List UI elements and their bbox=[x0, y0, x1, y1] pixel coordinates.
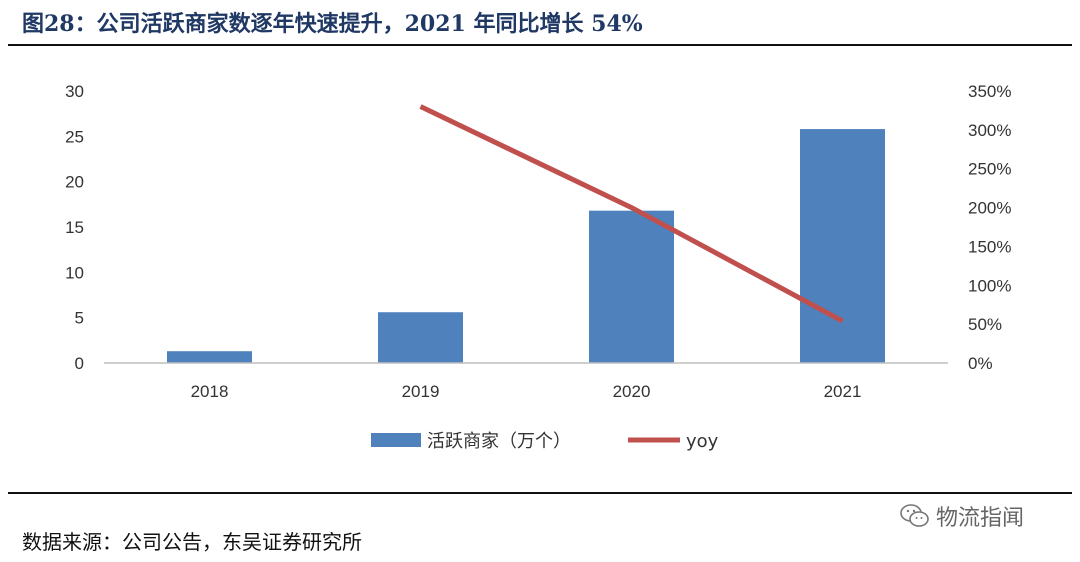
watermark-text: 物流指闻 bbox=[936, 506, 1025, 531]
x-axis-tick-label: 2021 bbox=[824, 382, 862, 401]
left-axis-tick-label: 5 bbox=[75, 309, 84, 328]
right-axis-tick-label: 200% bbox=[968, 199, 1011, 218]
x-axis-ticks: 2018 2019 2020 2021 bbox=[191, 382, 862, 401]
top-rule bbox=[8, 44, 1072, 46]
right-axis-tick-label: 0% bbox=[968, 354, 993, 373]
legend: 活跃商家（万个） yoy bbox=[371, 431, 719, 452]
watermark: 物流指闻 bbox=[900, 500, 1024, 532]
right-axis-tick-label: 100% bbox=[968, 276, 1011, 295]
left-axis-tick-label: 20 bbox=[65, 173, 84, 192]
bar bbox=[800, 129, 885, 363]
right-axis-ticks: 0% 50% 100% 150% 200% 250% 300% 350% bbox=[968, 82, 1011, 373]
left-axis-tick-label: 0 bbox=[75, 354, 84, 373]
figure-title: 图28：公司活跃商家数逐年快速提升，2021 年同比增长 54% bbox=[22, 11, 643, 37]
left-axis-tick-label: 15 bbox=[65, 218, 84, 237]
right-axis-tick-label: 150% bbox=[968, 237, 1011, 256]
left-axis-tick-label: 10 bbox=[65, 263, 84, 282]
x-axis-tick-label: 2018 bbox=[191, 382, 229, 401]
left-axis-tick-label: 30 bbox=[65, 82, 84, 101]
legend-label-bar: 活跃商家（万个） bbox=[427, 431, 571, 452]
bar bbox=[378, 312, 463, 363]
legend-swatch-bar bbox=[371, 433, 421, 447]
right-axis-tick-label: 350% bbox=[968, 82, 1011, 101]
source-note: 数据来源：公司公告，东吴证券研究所 bbox=[22, 530, 362, 554]
bar-series bbox=[167, 129, 885, 363]
legend-label-line: yoy bbox=[686, 431, 719, 452]
left-axis-ticks: 0 5 10 15 20 25 30 bbox=[65, 82, 84, 373]
yoy-line-series bbox=[419, 104, 844, 324]
x-axis-tick-label: 2019 bbox=[402, 382, 440, 401]
x-axis-tick-label: 2020 bbox=[613, 382, 651, 401]
bar bbox=[167, 351, 252, 363]
chart: 0 5 10 15 20 25 30 0% 50% 100% 150% 200% 250% 300% 35… bbox=[65, 82, 1011, 452]
wechat-icon bbox=[900, 504, 929, 527]
right-axis-tick-label: 250% bbox=[968, 160, 1011, 179]
right-axis-tick-label: 50% bbox=[968, 315, 1002, 334]
yoy-line bbox=[419, 104, 844, 324]
left-axis-tick-label: 25 bbox=[65, 127, 84, 146]
bar bbox=[589, 210, 674, 363]
bottom-rule bbox=[8, 492, 1072, 494]
right-axis-tick-label: 300% bbox=[968, 121, 1011, 140]
